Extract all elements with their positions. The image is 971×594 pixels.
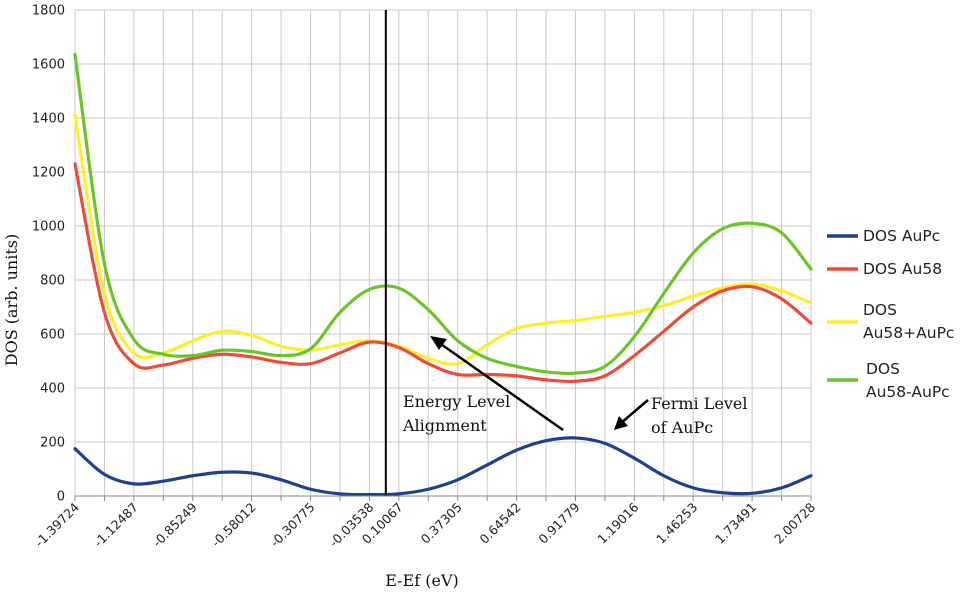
x-tick-label: 0.64542 — [477, 500, 524, 547]
series-line-aupc — [73, 436, 813, 497]
legend: DOS AuPc DOS Au58 DOS Au58+AuPc DOS Au58-A… — [827, 227, 954, 401]
annotation-fermi-level-line1: Fermi Level — [651, 394, 747, 413]
x-tick-label: -1.39724 — [32, 499, 82, 549]
legend-label-au58-minus-aupc: DOS Au58-AuPc — [866, 360, 950, 401]
y-tick-label: 1600 — [32, 58, 65, 73]
legend-label-aupc: DOS AuPc — [863, 227, 940, 245]
y-tick-label: 1800 — [32, 4, 65, 19]
y-tick-label: 0 — [57, 490, 65, 505]
series-line-au58-plus-aupc — [73, 113, 813, 366]
x-tick-label: -0.85249 — [150, 499, 200, 549]
series-line-au58-minus-aupc — [73, 52, 813, 376]
x-tick-label: 1.73491 — [712, 500, 759, 547]
annotation-arrowhead-fermi-level — [614, 416, 628, 430]
annotation-arrowhead-energy-level — [430, 336, 447, 350]
series-line-au58 — [73, 162, 813, 384]
series-lines — [73, 52, 813, 497]
annotation-fermi-level-line2: of AuPc — [651, 418, 713, 437]
annotation-energy-level-line1: Energy Level — [403, 392, 510, 411]
y-tick-label: 1200 — [32, 166, 65, 181]
x-tick-label: 1.46253 — [653, 500, 700, 547]
x-tick-label: 0.91779 — [535, 499, 582, 546]
legend-label-line: Au58-AuPc — [866, 383, 950, 401]
y-tick-labels: 0 200 400 600 800 1000 1200 1400 1600 1800 — [32, 4, 65, 505]
y-tick-label: 400 — [40, 382, 65, 397]
legend-item-au58-plus-aupc: DOS Au58+AuPc — [827, 301, 954, 342]
x-tick-label: 0.37305 — [418, 500, 465, 547]
legend-item-au58: DOS Au58 — [827, 260, 942, 278]
x-axis-title: E-Ef (eV) — [385, 571, 459, 590]
x-tick-label: -0.30775 — [267, 500, 317, 550]
legend-label-au58: DOS Au58 — [863, 260, 942, 278]
annotation-arrow-fermi-level — [620, 399, 649, 424]
legend-label-line: DOS — [863, 301, 897, 319]
legend-item-aupc: DOS AuPc — [827, 227, 940, 245]
y-tick-label: 800 — [40, 274, 65, 289]
annotation-energy-level-alignment: Energy Level Alignment — [402, 336, 564, 435]
x-tick-label: -0.58012 — [208, 500, 258, 550]
grid-lines — [74, 9, 812, 501]
y-tick-label: 200 — [40, 436, 65, 451]
legend-label-line: DOS — [866, 360, 900, 378]
legend-label-line: Au58+AuPc — [863, 324, 954, 342]
x-tick-label: -1.12487 — [91, 500, 141, 550]
legend-item-au58-minus-aupc: DOS Au58-AuPc — [827, 360, 950, 401]
x-tick-label: 2.00728 — [771, 499, 818, 546]
y-tick-label: 1000 — [32, 220, 65, 235]
annotation-fermi-level: Fermi Level of AuPc — [614, 394, 747, 437]
annotation-arrow-energy-level — [437, 340, 564, 432]
x-tick-label: 1.19016 — [594, 499, 641, 546]
y-tick-label: 1400 — [32, 112, 65, 127]
annotation-energy-level-line2: Alignment — [402, 416, 487, 435]
y-tick-label: 600 — [40, 328, 65, 343]
x-tick-labels: -1.39724 -1.12487 -0.85249 -0.58012 -0.30775… — [32, 499, 818, 549]
legend-label-au58-plus-aupc: DOS Au58+AuPc — [863, 301, 954, 342]
y-axis-title: DOS (arb. units) — [2, 234, 21, 366]
